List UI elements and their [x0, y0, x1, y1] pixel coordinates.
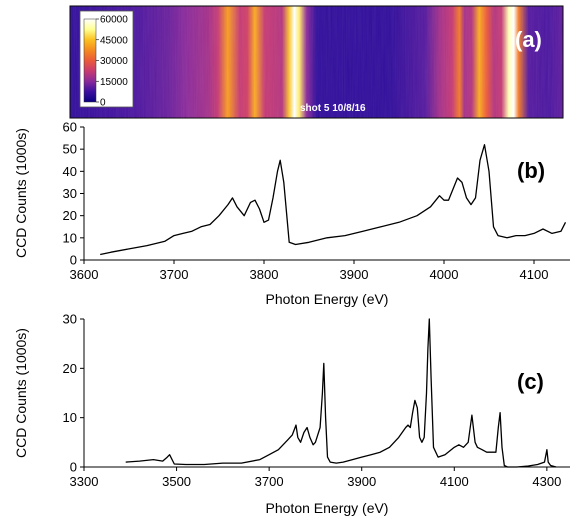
panel-a: 0 15000 30000 45000 60000 shot 5 10/8/16 (a)	[69, 5, 564, 119]
colorbar-tick-label: 30000	[100, 56, 128, 67]
ytick-label-b: 0	[70, 253, 77, 268]
ticks-c: 0 10 20 30 3300 3500 3700 3900 4100 4300	[63, 312, 562, 490]
ytick-label-c: 0	[70, 460, 77, 475]
ytick-label-b: 30	[63, 186, 77, 201]
colorbar	[83, 18, 97, 103]
ytick-label-b: 20	[63, 208, 77, 223]
ytick-label-c: 10	[63, 410, 77, 425]
ylabel-b: CCD Counts (1000s)	[13, 128, 29, 258]
xlabel-b: Photon Energy (eV)	[266, 291, 389, 307]
colorbar-ticks: 0 15000 30000 45000 60000	[96, 15, 128, 109]
ytick-label-b: 60	[63, 120, 77, 135]
xtick-label-c: 3300	[70, 474, 99, 489]
shot-annotation: shot 5 10/8/16	[300, 103, 366, 114]
xtick-label-c: 4300	[532, 474, 561, 489]
xtick-label-b: 4000	[430, 267, 459, 282]
spectrum-line-c	[125, 318, 557, 468]
ytick-label-b: 50	[63, 142, 77, 157]
xlabel-c: Photon Energy (eV)	[266, 500, 389, 516]
xtick-label-b: 3800	[250, 267, 279, 282]
panel-label-a: (a)	[515, 27, 542, 52]
spectrum-line-b	[100, 144, 567, 256]
colorbar-tick-label: 15000	[100, 77, 128, 88]
xtick-label-c: 3900	[347, 474, 376, 489]
xtick-label-b: 4100	[520, 267, 549, 282]
colorbar-tick-label: 45000	[100, 35, 128, 46]
xtick-label-b: 3600	[70, 267, 99, 282]
xtick-label-c: 3700	[255, 474, 284, 489]
ytick-label-c: 20	[63, 361, 77, 376]
ccd-image-noise	[70, 6, 563, 118]
ytick-label-c: 30	[63, 312, 77, 327]
panel-label-c: (c)	[517, 369, 544, 394]
ylabel-c: CCD Counts (1000s)	[13, 328, 29, 458]
colorbar-tick-label: 0	[100, 98, 106, 109]
ticks-b: 0 10 20 30 40 50 60 3600 3700 3800 3900 4000 4100	[63, 120, 549, 283]
ytick-label-b: 10	[63, 230, 77, 245]
xtick-label-c: 4100	[440, 474, 469, 489]
xtick-label-b: 3700	[160, 267, 189, 282]
colorbar-tick-label: 60000	[100, 15, 128, 26]
panel-label-b: (b)	[517, 158, 545, 183]
xtick-label-c: 3500	[162, 474, 191, 489]
panel-b: 0 10 20 30 40 50 60 3600 3700 3800 3900 4000 4100 Ph…	[13, 120, 570, 307]
panel-c: 0 10 20 30 3300 3500 3700 3900 4100 4300 Photon E…	[13, 312, 570, 516]
xtick-label-b: 3900	[340, 267, 369, 282]
ytick-label-b: 40	[63, 164, 77, 179]
